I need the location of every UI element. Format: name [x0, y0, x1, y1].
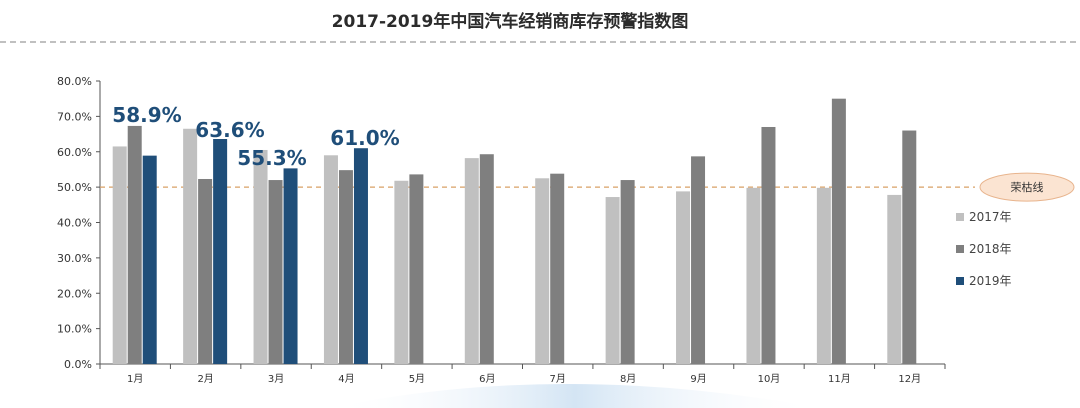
bar [283, 168, 298, 364]
y-tick-label: 80.0% [57, 75, 92, 88]
x-tick-label: 9月 [690, 373, 706, 385]
bar [816, 187, 831, 364]
reference-line-label: 荣枯线 [1011, 180, 1044, 194]
y-tick-label: 20.0% [57, 287, 92, 300]
x-tick-label: 6月 [479, 373, 495, 385]
bar [550, 173, 565, 364]
legend-swatch [956, 245, 964, 253]
y-tick-label: 60.0% [57, 146, 92, 159]
bar [142, 155, 157, 364]
y-tick-label: 0.0% [64, 358, 92, 371]
bar [902, 130, 917, 364]
x-tick-label: 3月 [268, 373, 284, 385]
x-tick-label: 12月 [898, 373, 921, 385]
legend-label: 2017年 [969, 210, 1012, 224]
bar [183, 128, 198, 364]
bar [887, 194, 902, 364]
y-tick-label: 30.0% [57, 252, 92, 265]
bar [112, 146, 127, 364]
data-label: 63.6% [195, 118, 264, 142]
bar [338, 170, 353, 364]
x-tick-label: 1月 [127, 373, 143, 385]
legend-swatch [956, 213, 964, 221]
x-tick-label: 4月 [338, 373, 354, 385]
bar [213, 139, 228, 364]
y-tick-label: 40.0% [57, 217, 92, 230]
plot-area: 0.0% 10.0% 20.0% 30.0% 40.0% 50.0% 60.0% 70.0% 8… [57, 75, 1075, 385]
bar [535, 178, 550, 364]
bar [464, 158, 479, 364]
y-tick-label: 70.0% [57, 110, 92, 123]
x-tick-label: 11月 [828, 373, 851, 385]
bar [676, 191, 691, 364]
bar [605, 197, 620, 364]
legend: 2017年 2018年 2019年 [956, 210, 1012, 288]
y-tick-label: 10.0% [57, 323, 92, 336]
bars [112, 98, 917, 365]
legend-swatch [956, 277, 964, 285]
bar [479, 154, 494, 364]
x-tick-label: 8月 [620, 373, 636, 385]
bar [394, 180, 409, 364]
bar [253, 149, 268, 364]
data-label: 61.0% [330, 126, 399, 150]
x-tick-label: 5月 [409, 373, 425, 385]
x-tick-label: 2月 [197, 373, 213, 385]
bar [761, 126, 776, 364]
bar [268, 180, 283, 364]
data-label: 58.9% [112, 103, 181, 127]
legend-label: 2019年 [969, 274, 1012, 288]
bar [620, 180, 635, 364]
bar [409, 174, 424, 364]
bar [831, 98, 846, 364]
bar [691, 156, 706, 364]
decorative-swoosh [330, 384, 820, 408]
data-label: 55.3% [237, 146, 306, 170]
reference-line-badge [979, 172, 1075, 202]
labels: 58.9% 63.6% 55.3% 61.0% [112, 103, 399, 170]
y-tick-label: 50.0% [57, 181, 92, 194]
bar [353, 148, 368, 364]
chart-title: 2017-2019年中国汽车经销商库存预警指数图 [332, 11, 689, 32]
x-tick-label: 7月 [550, 373, 566, 385]
bar [323, 155, 338, 364]
bar [746, 187, 761, 364]
legend-label: 2018年 [969, 242, 1012, 256]
bar [127, 125, 142, 365]
bar [198, 178, 213, 364]
x-tick-label: 10月 [758, 373, 781, 385]
